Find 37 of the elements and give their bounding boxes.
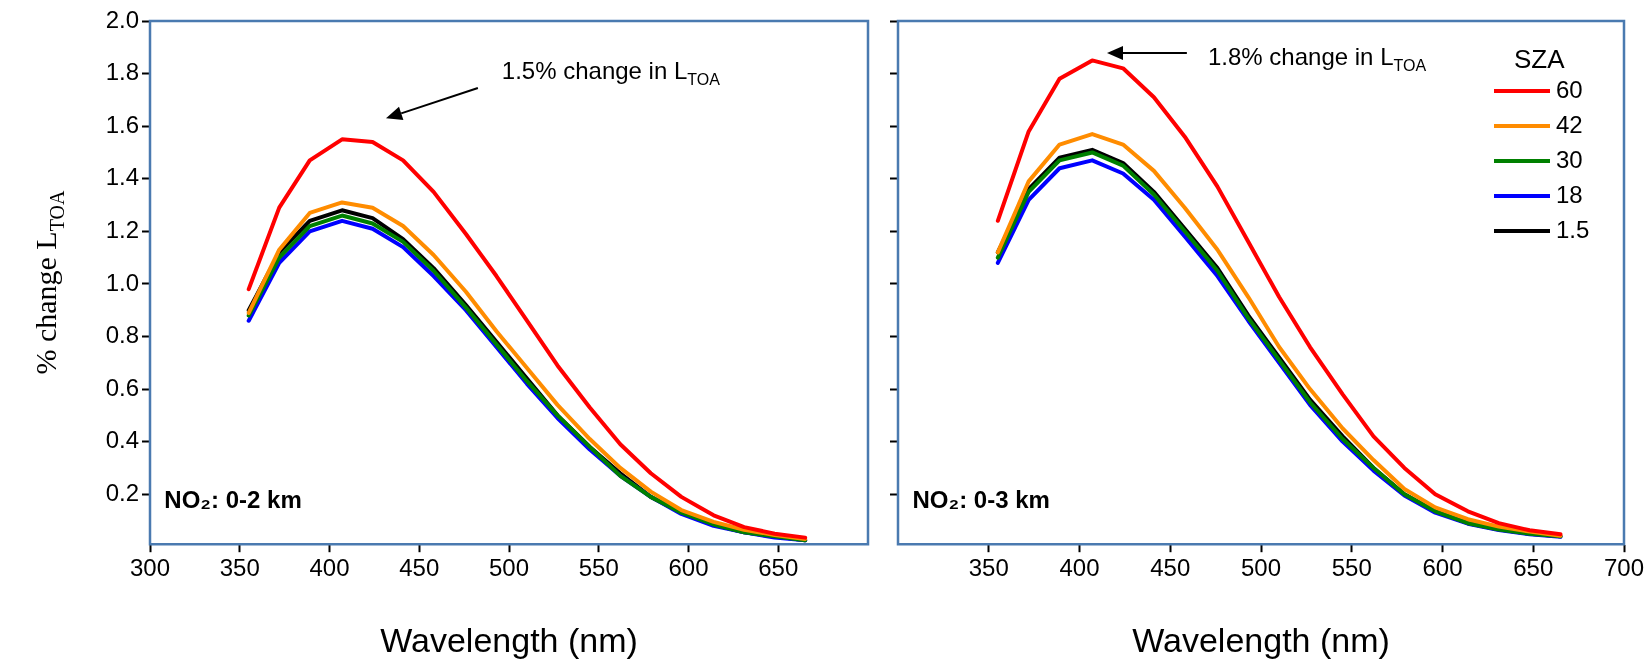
x-axis-title: Wavelength (nm) [1132, 621, 1390, 659]
x-tick-label: 400 [309, 554, 350, 582]
x-axis-title: Wavelength (nm) [380, 621, 638, 659]
x-tick-label: 550 [578, 554, 619, 582]
y-tick-label: 1.8 [105, 58, 139, 86]
x-tick-label: 500 [1240, 554, 1282, 582]
y-tick-label: 1.4 [105, 163, 139, 191]
x-tick-label: 350 [968, 554, 1009, 582]
legend-label: 1.5 [1556, 215, 1590, 243]
legend-label: 30 [1556, 145, 1583, 173]
y-tick-label: 0.6 [105, 373, 139, 401]
x-tick-label: 400 [1059, 554, 1100, 582]
annotation: NO₂: 0-2 km [164, 485, 302, 513]
y-tick-label: 1.2 [105, 215, 139, 243]
x-tick-label: 500 [488, 554, 530, 582]
x-tick-label: 700 [1603, 554, 1645, 582]
legend-label: 60 [1556, 75, 1583, 103]
x-tick-label: 350 [219, 554, 260, 582]
legend-title: SZA [1514, 44, 1566, 75]
x-tick-label: 600 [668, 554, 709, 582]
y-tick-label: 0.4 [105, 426, 139, 454]
y-tick-label: 0.2 [105, 478, 139, 506]
x-tick-label: 650 [1513, 554, 1554, 582]
x-tick-label: 650 [758, 554, 799, 582]
x-tick-label: 600 [1422, 554, 1463, 582]
x-tick-label: 550 [1331, 554, 1372, 582]
annotation: NO₂: 0-3 km [912, 485, 1050, 513]
x-tick-label: 300 [129, 554, 171, 582]
legend-label: 42 [1556, 110, 1583, 138]
y-tick-label: 1.6 [105, 110, 139, 138]
y-tick-label: 1.0 [105, 268, 139, 296]
legend-label: 18 [1556, 180, 1583, 208]
y-tick-label: 0.8 [105, 321, 139, 349]
x-tick-label: 450 [399, 554, 440, 582]
y-axis-title: % change LTOA [29, 190, 68, 375]
x-tick-label: 450 [1150, 554, 1191, 582]
y-tick-label: 2.0 [105, 5, 139, 33]
